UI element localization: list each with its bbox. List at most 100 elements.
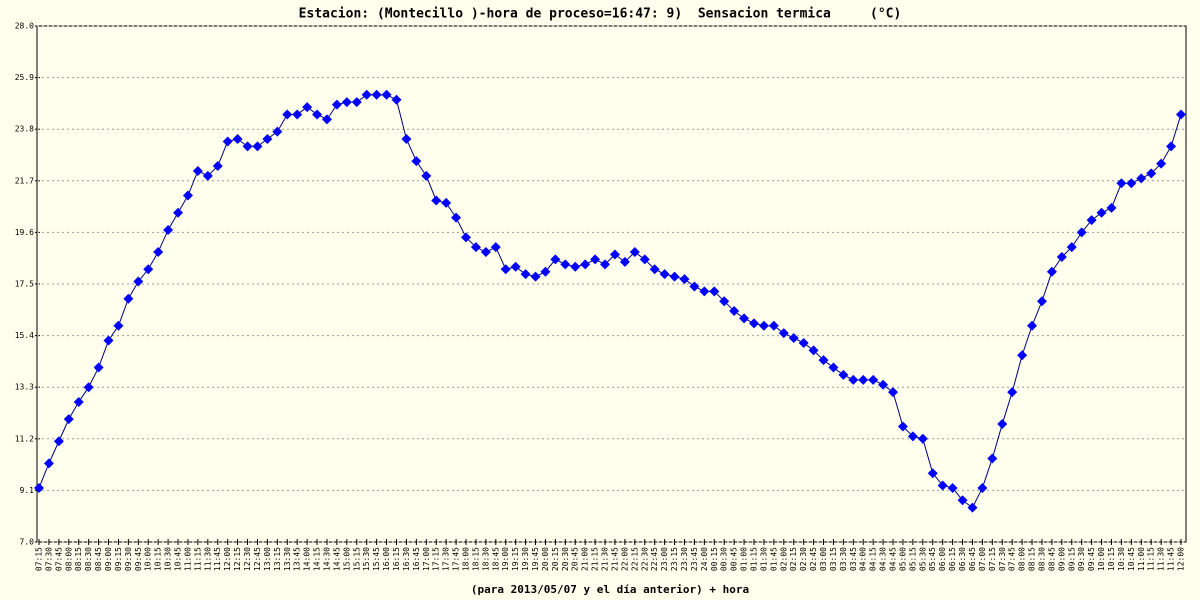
x-tick-label: 13:00 xyxy=(263,547,272,571)
y-tick-label: 7.0 xyxy=(20,538,35,547)
x-tick-label: 23:30 xyxy=(680,547,689,571)
data-point xyxy=(719,296,730,307)
x-tick-label: 21:45 xyxy=(610,547,619,571)
x-tick-label: 04:15 xyxy=(869,547,878,571)
data-point xyxy=(331,99,342,110)
x-tick-label: 09:15 xyxy=(114,547,123,571)
x-tick-label: 03:30 xyxy=(839,547,848,571)
data-point xyxy=(34,482,44,493)
data-point xyxy=(441,197,452,208)
y-tick-label: 23.8 xyxy=(15,125,34,134)
x-tick-label: 19:15 xyxy=(511,547,520,571)
x-tick-label: 09:45 xyxy=(1087,547,1096,571)
data-point xyxy=(212,161,223,172)
data-point xyxy=(619,256,630,267)
data-point xyxy=(1146,168,1157,179)
x-tick-label: 18:15 xyxy=(471,547,480,571)
x-tick-label: 16:15 xyxy=(392,547,401,571)
x-tick-label: 18:30 xyxy=(481,547,490,571)
data-point xyxy=(351,97,362,108)
data-point xyxy=(729,306,740,317)
data-point xyxy=(550,254,561,265)
x-tick-label: 01:30 xyxy=(759,547,768,571)
data-point xyxy=(431,195,442,206)
data-point xyxy=(868,374,879,385)
x-tick-label: 20:00 xyxy=(541,547,550,571)
x-tick-label: 13:30 xyxy=(283,547,292,571)
data-point xyxy=(957,495,968,506)
x-tick-label: 18:00 xyxy=(462,547,471,571)
x-tick-label: 05:15 xyxy=(908,547,917,571)
data-point xyxy=(461,232,472,243)
data-point xyxy=(609,249,620,260)
data-point xyxy=(63,414,74,425)
data-point xyxy=(1017,350,1028,361)
x-tick-label: 09:30 xyxy=(1077,547,1086,571)
x-tick-label: 05:30 xyxy=(918,547,927,571)
x-tick-label: 17:00 xyxy=(422,547,431,571)
data-point xyxy=(143,264,154,275)
data-point xyxy=(282,109,293,120)
data-point xyxy=(451,212,462,223)
data-point xyxy=(411,156,422,167)
data-point xyxy=(113,320,124,331)
data-point xyxy=(709,286,720,297)
x-tick-label: 02:30 xyxy=(799,547,808,571)
data-point xyxy=(639,254,650,265)
x-tick-label: 12:30 xyxy=(243,547,252,571)
x-tick-label: 00:45 xyxy=(730,547,739,571)
x-tick-label: 11:30 xyxy=(203,547,212,571)
x-tick-label: 12:15 xyxy=(233,547,242,571)
data-point xyxy=(222,136,233,147)
data-point xyxy=(818,355,829,366)
x-tick-label: 01:00 xyxy=(740,547,749,571)
data-point xyxy=(600,259,611,270)
x-tick-label: 17:15 xyxy=(432,547,441,571)
x-tick-label: 08:30 xyxy=(84,547,93,571)
x-tick-label: 04:45 xyxy=(889,547,898,571)
data-point xyxy=(421,170,432,181)
data-point xyxy=(480,247,491,258)
data-point xyxy=(679,274,690,285)
y-tick-label: 28.0 xyxy=(15,22,34,31)
x-tick-label: 16:00 xyxy=(382,547,391,571)
data-point xyxy=(977,482,988,493)
x-tick-label: 04:30 xyxy=(879,547,888,571)
data-point xyxy=(1056,251,1067,262)
data-point xyxy=(341,97,352,108)
data-point xyxy=(242,141,253,152)
data-point xyxy=(252,141,263,152)
x-tick-label: 22:00 xyxy=(620,547,629,571)
data-point xyxy=(361,89,372,100)
data-point xyxy=(748,318,759,329)
data-point xyxy=(1066,242,1077,253)
x-tick-label: 09:45 xyxy=(134,547,143,571)
x-tick-label: 11:00 xyxy=(183,547,192,571)
x-tick-label: 11:15 xyxy=(193,547,202,571)
data-point xyxy=(1176,109,1186,120)
data-point xyxy=(43,458,54,469)
data-point xyxy=(669,271,680,282)
data-point xyxy=(530,271,541,282)
x-tick-label: 20:30 xyxy=(561,547,570,571)
x-tick-label: 15:15 xyxy=(352,547,361,571)
data-point xyxy=(590,254,601,265)
data-point xyxy=(1136,173,1147,184)
chart-title: Estacion: (Montecillo )-hora de proceso=… xyxy=(299,7,902,22)
x-tick-label: 11:30 xyxy=(1157,547,1166,571)
x-tick-label: 07:15 xyxy=(35,547,44,571)
x-tick-label: 13:45 xyxy=(293,547,302,571)
x-tick-label: 18:45 xyxy=(491,547,500,571)
x-tick-label: 10:30 xyxy=(1117,547,1126,571)
x-tick-label: 07:45 xyxy=(54,547,63,571)
data-point xyxy=(1116,178,1127,189)
data-point xyxy=(83,382,94,393)
x-tick-label: 11:00 xyxy=(1137,547,1146,571)
data-point xyxy=(391,94,402,105)
data-point xyxy=(758,320,769,331)
data-point xyxy=(163,224,174,235)
data-point xyxy=(182,190,193,201)
data-point xyxy=(520,269,531,280)
x-tick-label: 09:00 xyxy=(1057,547,1066,571)
